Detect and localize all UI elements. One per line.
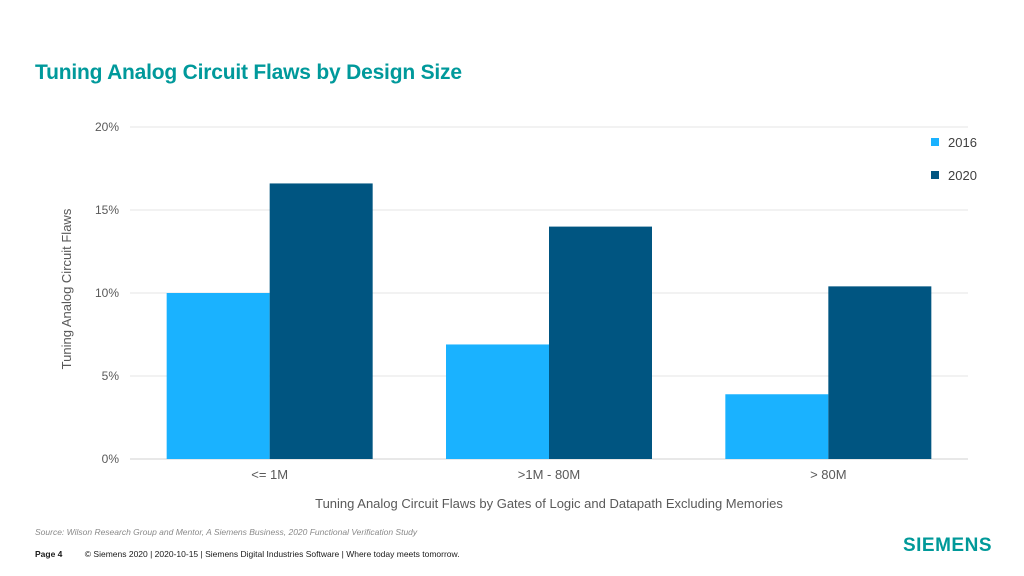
- page-number: Page 4: [35, 549, 63, 559]
- y-tick-label: 20%: [95, 120, 119, 134]
- footer-text: © Siemens 2020 | 2020-10-15 | Siemens Di…: [84, 549, 460, 559]
- bar-2020: [269, 183, 373, 459]
- source-note: Source: Wilson Research Group and Mentor…: [35, 527, 418, 537]
- siemens-logo: SIEMENS: [902, 535, 992, 556]
- legend-label: 2016: [948, 135, 977, 150]
- legend-label: 2020: [948, 168, 977, 183]
- slide-title: Tuning Analog Circuit Flaws by Design Si…: [35, 61, 462, 84]
- y-tick-label: 15%: [95, 203, 119, 217]
- y-tick-label: 0%: [102, 452, 120, 466]
- y-tick-label: 5%: [102, 369, 120, 383]
- y-tick-label: 10%: [95, 286, 119, 300]
- y-axis-title: Tuning Analog Circuit Flaws: [59, 208, 74, 369]
- x-tick-label: > 80M: [810, 467, 847, 482]
- legend-swatch-2016: [931, 138, 939, 146]
- bar-2016: [166, 293, 270, 459]
- legend-swatch-2020: [931, 171, 939, 179]
- bar-2016: [446, 344, 549, 459]
- footer: Page 4 © Siemens 2020 | 2020-10-15 | Sie…: [35, 549, 460, 559]
- bar-2020: [549, 226, 652, 459]
- bar-2016: [725, 394, 829, 459]
- x-tick-label: <= 1M: [251, 467, 288, 482]
- x-tick-label: >1M - 80M: [518, 467, 581, 482]
- x-axis-title: Tuning Analog Circuit Flaws by Gates of …: [315, 496, 783, 511]
- bar-2020: [828, 286, 932, 459]
